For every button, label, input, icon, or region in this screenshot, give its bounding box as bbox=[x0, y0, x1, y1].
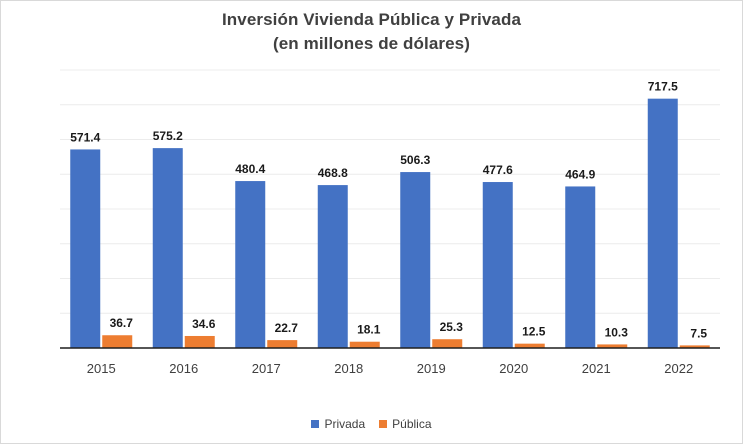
bar-privada bbox=[317, 185, 348, 348]
data-label-privada: 477.6 bbox=[483, 163, 513, 177]
bar-publica bbox=[597, 344, 628, 348]
bar-privada bbox=[565, 186, 596, 348]
legend-swatch-privada bbox=[311, 420, 320, 428]
data-label-publica: 34.6 bbox=[192, 317, 216, 331]
bar-privada bbox=[400, 172, 431, 348]
bar-privada bbox=[482, 182, 513, 348]
legend-item-privada: Privada bbox=[311, 417, 365, 431]
x-tick-label: 2015 bbox=[87, 361, 116, 376]
x-tick-label: 2021 bbox=[582, 361, 611, 376]
data-label-publica: 25.3 bbox=[440, 320, 464, 334]
legend-item-publica: Pública bbox=[379, 417, 432, 431]
bar-publica bbox=[514, 343, 545, 348]
data-label-privada: 480.4 bbox=[235, 162, 265, 176]
data-label-privada: 468.8 bbox=[318, 166, 348, 180]
bar-publica bbox=[349, 341, 380, 348]
data-label-publica: 12.5 bbox=[522, 325, 546, 339]
data-label-publica: 7.5 bbox=[690, 326, 707, 340]
x-tick-label: 2016 bbox=[169, 361, 198, 376]
data-label-publica: 22.7 bbox=[275, 321, 299, 335]
data-label-privada: 464.9 bbox=[565, 167, 595, 181]
x-tick-label: 2017 bbox=[252, 361, 281, 376]
x-tick-label: 2019 bbox=[417, 361, 446, 376]
legend-label-publica: Pública bbox=[392, 417, 432, 431]
legend-swatch-publica bbox=[379, 420, 388, 428]
data-label-publica: 36.7 bbox=[110, 316, 134, 330]
x-tick-label: 2022 bbox=[664, 361, 693, 376]
bar-publica bbox=[267, 340, 298, 348]
chart-legend: Privada Pública bbox=[0, 417, 743, 431]
x-tick-label: 2018 bbox=[334, 361, 363, 376]
chart-title: Inversión Vivienda Pública y Privada bbox=[221, 10, 522, 29]
data-label-privada: 717.5 bbox=[648, 80, 678, 94]
data-label-publica: 10.3 bbox=[605, 325, 629, 339]
bar-privada bbox=[235, 181, 266, 348]
bar-privada bbox=[70, 149, 101, 348]
chart-subtitle: (en millones de dólares) bbox=[272, 34, 470, 53]
data-label-privada: 575.2 bbox=[153, 129, 183, 143]
data-label-privada: 571.4 bbox=[70, 130, 100, 144]
bar-publica bbox=[679, 345, 710, 348]
bar-publica bbox=[184, 335, 215, 348]
bar-publica bbox=[102, 335, 133, 348]
x-tick-label: 2020 bbox=[499, 361, 528, 376]
bar-publica bbox=[432, 339, 463, 348]
legend-label-privada: Privada bbox=[324, 417, 366, 431]
bar-privada bbox=[152, 148, 183, 348]
data-label-publica: 18.1 bbox=[357, 323, 381, 337]
bar-privada bbox=[647, 98, 678, 348]
data-label-privada: 506.3 bbox=[400, 153, 430, 167]
